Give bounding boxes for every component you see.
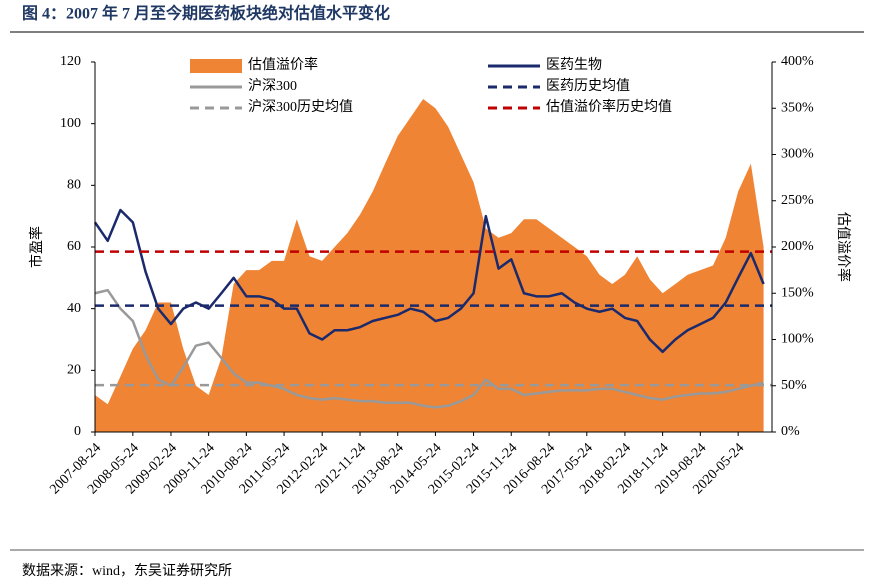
y2-tick-label: 400% [781,54,814,69]
series-line [93,208,765,354]
y-tick-label: 80 [67,178,81,193]
legend-label: 估值溢价率 [248,56,318,73]
legend-label: 医药生物 [546,57,602,73]
legend-swatch [190,59,242,73]
series-line [94,288,764,409]
y2-tick-label: 250% [781,193,814,208]
y-tick-label: 100 [60,116,81,131]
y-tick-label: 40 [67,301,81,316]
legend-label: 医药历史均值 [546,78,630,94]
y-tick-label: 120 [60,54,81,69]
y-tick-label: 60 [67,239,81,254]
premium-area [95,99,764,432]
y2-tick-label: 0% [781,424,800,439]
y2-tick-label: 350% [781,100,814,115]
y-axis-label: 市盈率 [28,226,45,268]
y2-tick-label: 150% [781,285,814,300]
y-tick-label: 20 [67,363,81,378]
y2-tick-label: 200% [781,239,814,254]
legend-label: 估值溢价率历史均值 [546,98,672,115]
source: 数据来源：wind，东吴证券研究所 [22,563,232,579]
legend-label: 沪深300 [248,78,297,94]
y-tick-label: 0 [74,424,81,439]
y2-tick-label: 50% [781,378,807,393]
y2-tick-label: 300% [781,147,814,162]
legend-label: 沪深300历史均值 [248,99,353,115]
chart-title: 图 4：2007 年 7 月至今期医药板块绝对估值水平变化 [22,4,390,23]
y2-tick-label: 100% [781,332,814,347]
y2-axis-label: 估值溢价率 [835,212,852,282]
